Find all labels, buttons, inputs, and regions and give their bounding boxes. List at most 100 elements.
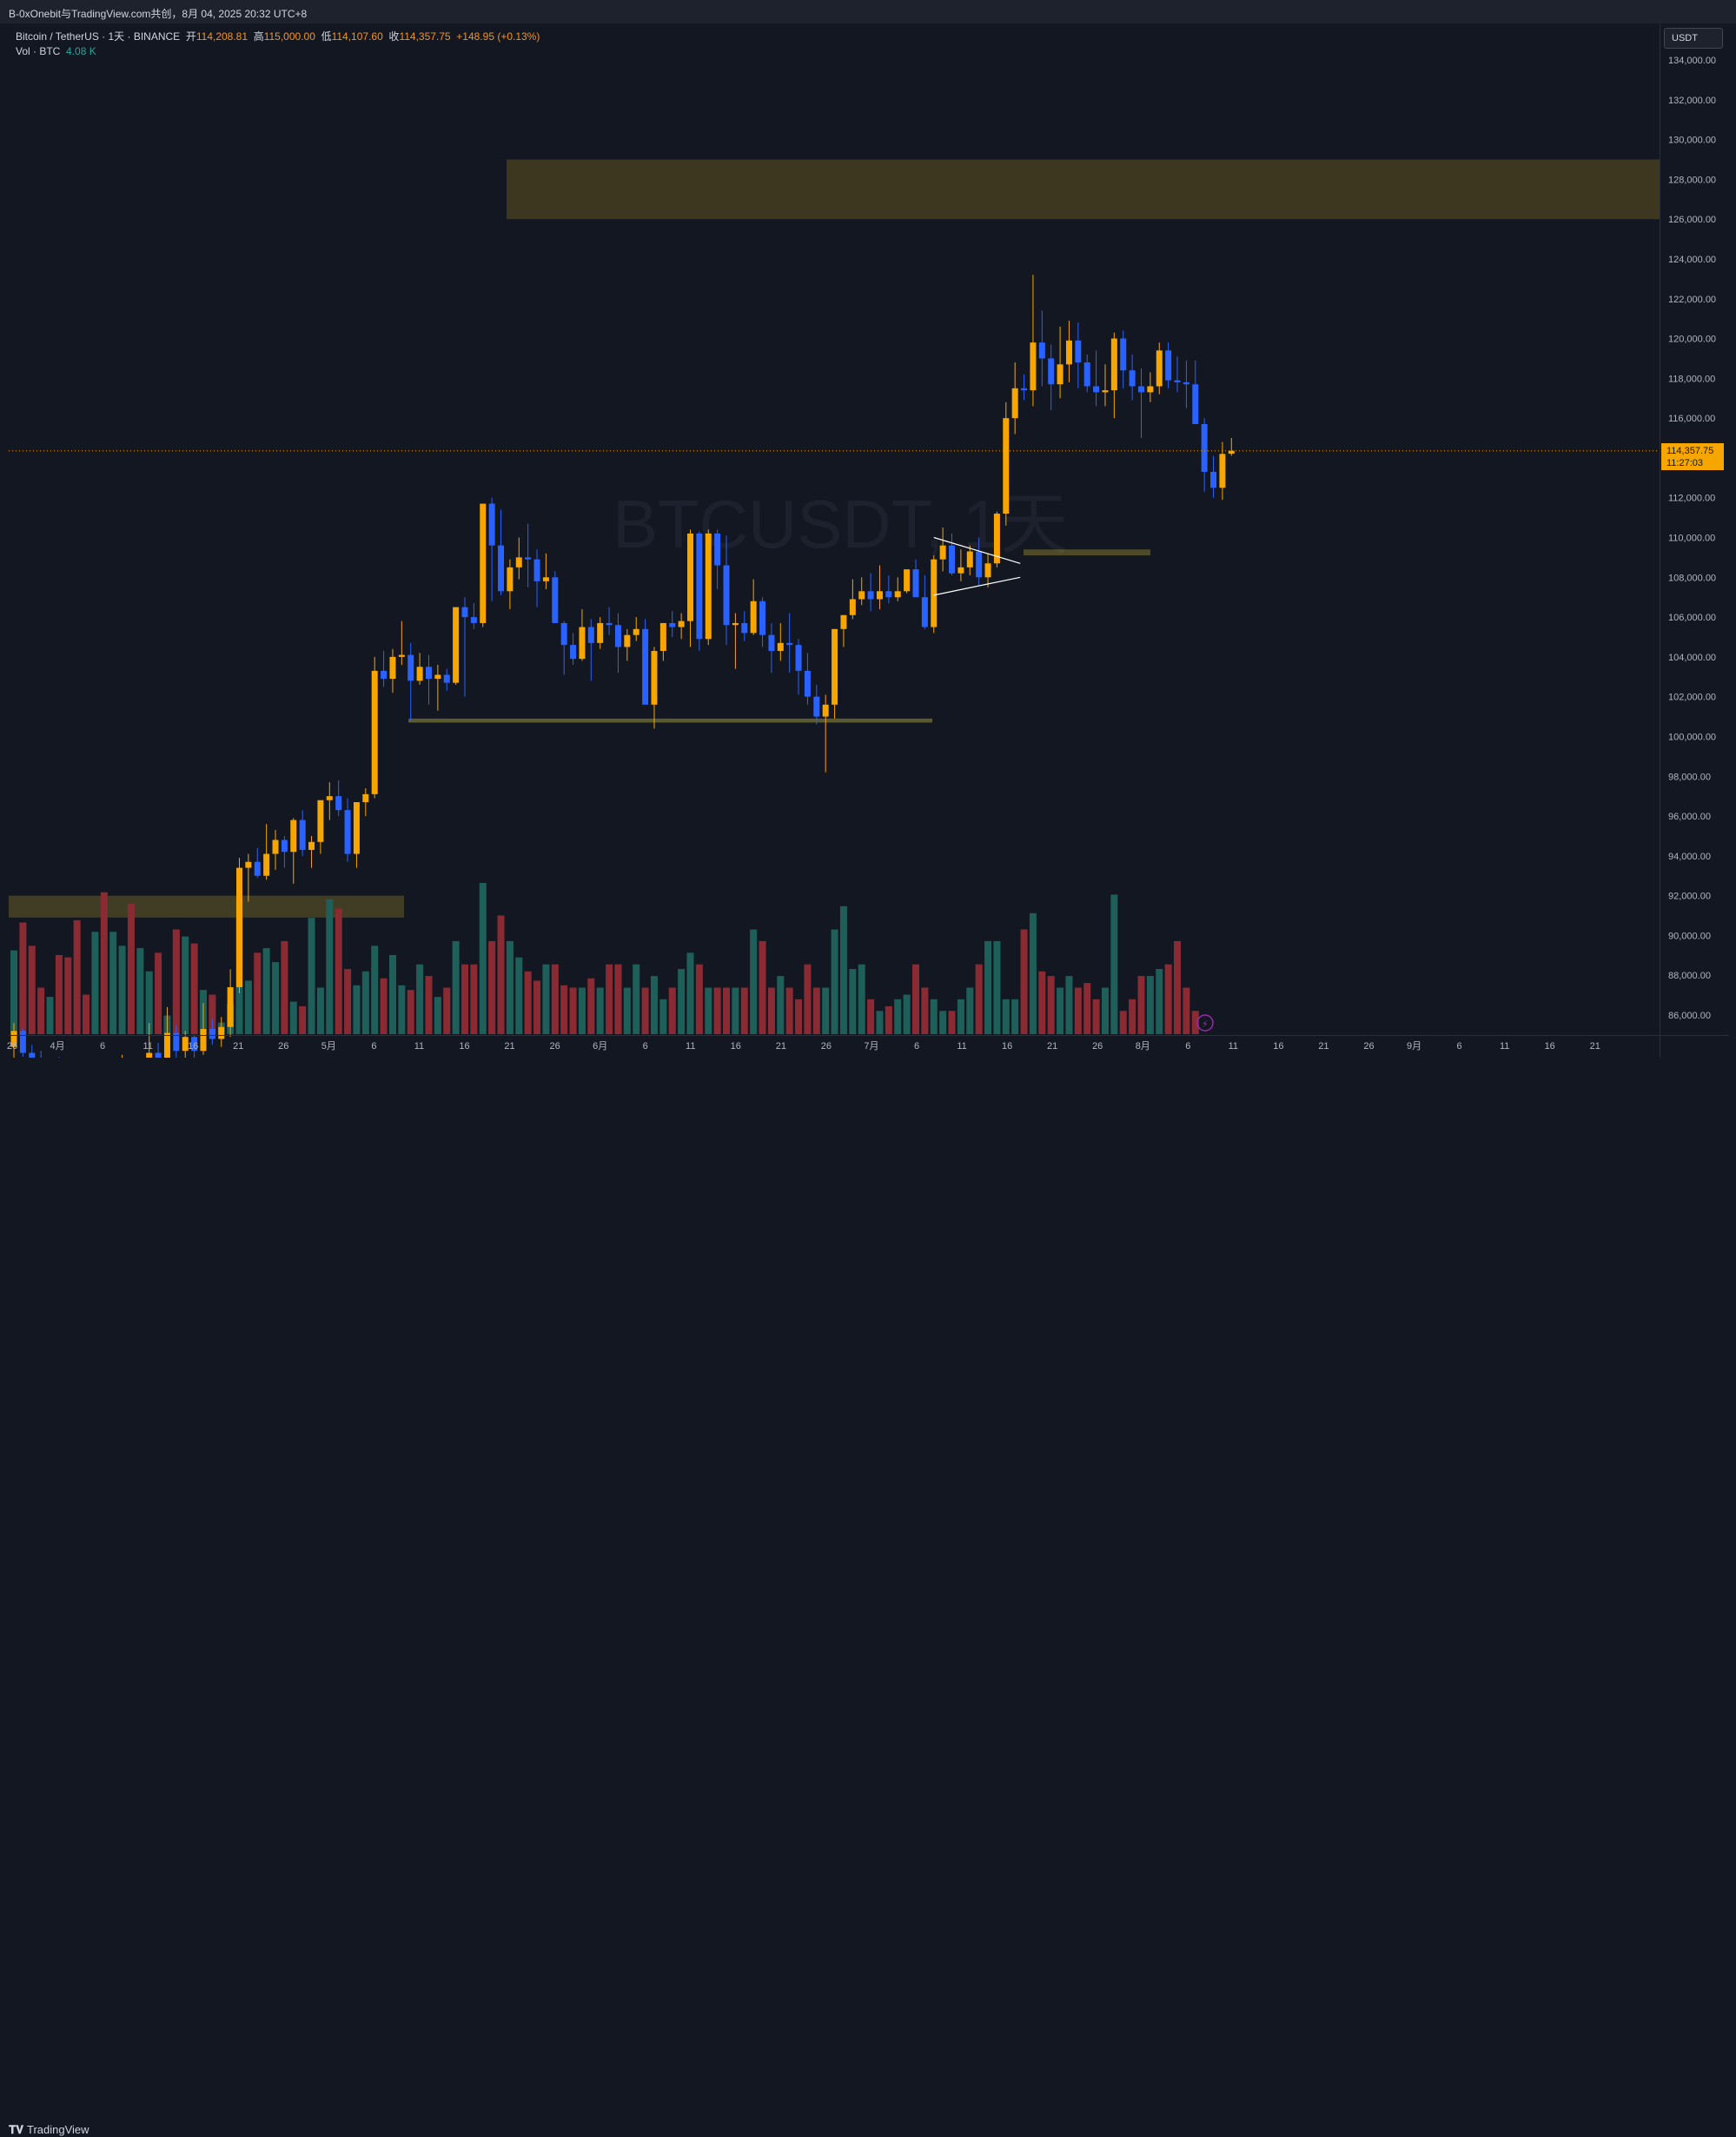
candle-body [904,569,911,592]
candle-body [560,622,567,646]
price-tick-label: 88,000.00 [1668,971,1711,981]
volume-bar [1164,964,1172,1034]
volume-bar [254,952,262,1034]
volume-bar [55,954,63,1034]
candle-body [813,696,820,717]
candle [579,608,586,661]
candle [407,642,414,721]
time-tick-label: 6 [643,1041,648,1052]
time-tick-label: 21 [1318,1041,1329,1052]
candle [687,529,693,647]
candle [344,798,351,862]
time-tick-label: 6 [1185,1041,1190,1052]
candle [1003,402,1010,526]
candle-body [1102,390,1109,393]
volume-bar [705,987,712,1034]
candle [705,529,712,646]
volume-bar [921,987,929,1034]
volume-bar [822,987,830,1034]
candle [1120,330,1127,388]
time-tick-label: 11 [414,1041,424,1052]
candle-body [949,545,956,574]
volume-bar [506,940,514,1034]
candle-body [867,591,874,600]
volume-bar [326,899,334,1034]
volume-bar [335,908,342,1034]
volume-bar [380,978,388,1034]
candle-body [786,642,793,646]
candle-body [209,1029,215,1039]
volume-bar [136,947,144,1034]
time-tick-label: 16 [1545,1041,1555,1052]
time-tick-label: 6月 [593,1041,607,1052]
candle [1192,360,1199,424]
chart-title: B-0xOnebit与TradingView.com共创，8月 04, 2025… [9,8,308,20]
candle-body [299,820,306,850]
candle-body [1192,384,1199,424]
candle-body [1228,450,1235,455]
candle [1110,332,1117,419]
candle [1093,350,1100,407]
volume-bar [966,987,974,1034]
volume-bar [1002,999,1010,1034]
candle-body [407,654,414,681]
candle-body [1003,418,1010,514]
volume-bar [957,999,964,1034]
volume-bar [858,964,865,1034]
candle [849,579,856,620]
volume-bar [1057,987,1064,1034]
candle [993,511,1000,567]
candle [19,1029,26,1058]
candle [533,549,540,607]
candle [488,497,495,601]
candle [1030,275,1037,407]
candle [1147,372,1154,402]
candle-body [10,1031,17,1047]
candle [597,617,604,649]
volume-bar [416,964,424,1034]
currency-button[interactable]: USDT [1664,28,1723,49]
candle-body [633,628,639,635]
volume-bar [244,980,252,1034]
candle-body [1183,382,1189,385]
volume-bar [272,962,280,1034]
candle [245,853,252,902]
candle-body [335,796,342,811]
candle-body [669,622,676,627]
candle-body [849,599,856,615]
volume-bar [1183,987,1190,1034]
tradingview-logo[interactable]: 𝐓𝐕 TradingView [9,2123,89,2137]
candle [173,1025,180,1061]
time-tick-label: 7月 [864,1041,878,1052]
candle [966,545,973,576]
candle-body [1048,358,1055,385]
volume-bar [488,940,496,1034]
candle [750,579,757,635]
volume-bar [587,978,595,1034]
candle-body [885,591,892,598]
candle-body [443,674,450,683]
candle-body [587,627,594,643]
candle-body [1156,350,1163,387]
symbol-name[interactable]: Bitcoin / TetherUS · 1天 · BINANCE [16,30,181,43]
time-tick-label: 11 [686,1041,695,1052]
price-chart[interactable]: BTCUSDT, 1天 134,000.00132,000.00130,000.… [0,0,1736,1088]
volume-bar [91,932,99,1034]
volume-bar [668,987,676,1034]
volume-label[interactable]: Vol · BTC [16,45,61,57]
candle [371,656,378,799]
candle [281,835,288,868]
volume-bar [948,1011,956,1034]
volume-bar [804,964,812,1034]
time-tick-label: 26 [549,1041,560,1052]
candle [741,611,748,641]
candle [299,810,306,856]
time-axis-separator [9,1035,1729,1036]
candle [984,553,991,587]
candle [885,575,892,604]
volume-bar [867,999,875,1034]
volume-bar [713,987,721,1034]
volume-bar [344,969,352,1034]
candle [894,577,901,601]
volume-bar [785,987,793,1034]
